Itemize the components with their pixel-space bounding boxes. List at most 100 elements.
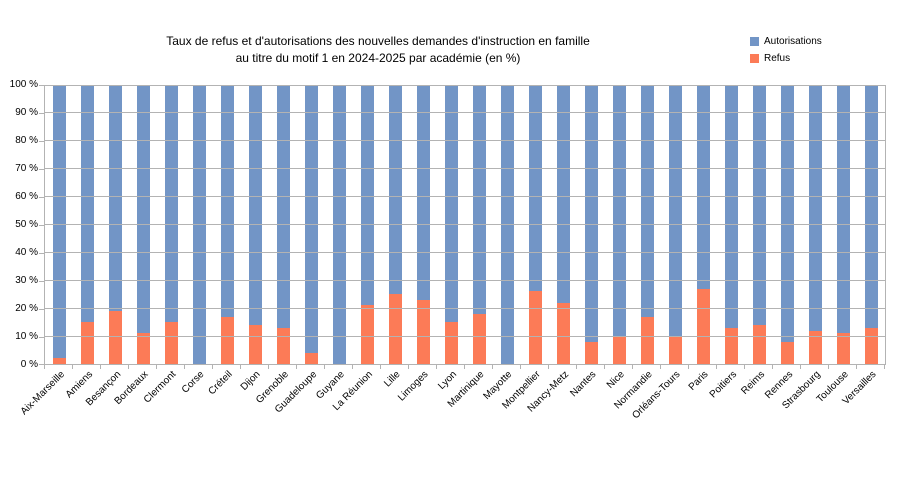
segment-refus — [472, 313, 486, 364]
bar-slot-Guadeloupe — [297, 85, 325, 364]
segment-refus — [304, 352, 318, 364]
legend-swatch-refus — [750, 54, 759, 63]
x-tick — [212, 364, 213, 369]
segment-autorisations — [108, 85, 122, 311]
segment-autorisations — [696, 85, 710, 289]
segment-refus — [52, 358, 66, 364]
bar-slot-Martinique — [465, 85, 493, 364]
gridline-100 — [45, 85, 885, 86]
segment-autorisations — [808, 85, 822, 331]
bar-slot-Aix-Marseille — [45, 85, 73, 364]
x-tick — [603, 364, 605, 369]
segment-autorisations — [444, 85, 458, 323]
x-tick — [548, 364, 549, 369]
x-label-slot: Nantes — [569, 365, 605, 425]
y-tick — [39, 309, 45, 310]
x-axis-label-Lyon: Lyon — [435, 369, 459, 392]
segment-autorisations — [304, 85, 318, 353]
bar-slot-Nantes — [577, 85, 605, 364]
x-tick — [380, 364, 381, 369]
y-axis-label: 70 % — [15, 163, 38, 174]
y-tick — [39, 364, 45, 365]
x-tick — [688, 364, 689, 369]
bar-slot-Bordeaux — [129, 85, 157, 364]
x-tick — [44, 364, 45, 369]
stacked-bar-Guadeloupe — [304, 85, 318, 364]
segment-autorisations — [584, 85, 598, 342]
bars-container — [45, 85, 885, 364]
bar-slot-Besançon — [101, 85, 129, 364]
bar-slot-Créteil — [213, 85, 241, 364]
y-axis-label: 90 % — [15, 107, 38, 118]
segment-autorisations — [472, 85, 486, 314]
segment-autorisations — [248, 85, 262, 325]
segment-refus — [864, 327, 878, 364]
bar-slot-Clermont — [157, 85, 185, 364]
x-label-slot: Poitiers — [707, 365, 745, 425]
gridline-50 — [45, 224, 885, 225]
stacked-bar-Lille — [388, 85, 402, 364]
x-axis-labels: Aix-Marseille Amiens Besançon Bordeaux Clerm… — [19, 365, 885, 425]
y-tick — [39, 197, 45, 198]
x-axis-label-Aix-Marseille: Aix-Marseille — [18, 369, 67, 418]
x-tick — [71, 364, 73, 369]
segment-autorisations — [528, 85, 542, 292]
bar-slot-Orléans-Tours — [661, 85, 689, 364]
y-tick — [39, 113, 45, 114]
segment-refus — [724, 327, 738, 364]
bar-slot-Normandie — [633, 85, 661, 364]
y-axis-label: 40 % — [15, 247, 38, 258]
gridline-80 — [45, 140, 885, 141]
y-tick — [39, 337, 45, 338]
x-tick — [632, 364, 633, 369]
segment-refus — [640, 316, 654, 364]
x-axis-label-Nice: Nice — [604, 369, 627, 391]
gridline-30 — [45, 280, 885, 281]
bar-slot-Montpellier — [521, 85, 549, 364]
segment-refus — [248, 324, 262, 364]
x-tick — [183, 364, 185, 369]
x-tick — [884, 364, 885, 369]
x-tick — [436, 364, 437, 369]
x-tick — [744, 364, 745, 369]
segment-refus — [444, 322, 458, 364]
chart-title: Taux de refus et d'autorisations des nou… — [55, 33, 701, 67]
x-tick — [576, 364, 577, 369]
x-tick — [464, 364, 465, 369]
legend: Autorisations Refus — [750, 36, 822, 70]
segment-autorisations — [220, 85, 234, 317]
segment-refus — [360, 305, 374, 364]
legend-label-refus: Refus — [764, 53, 791, 64]
x-tick — [491, 364, 493, 369]
segment-refus — [668, 336, 682, 364]
y-axis-label: 30 % — [15, 275, 38, 286]
segment-refus — [584, 341, 598, 364]
x-label-slot: Corse — [180, 365, 213, 425]
stacked-bar-Nantes — [584, 85, 598, 364]
stacked-bar-Bordeaux — [136, 85, 150, 364]
stacked-bar-Nice — [612, 85, 626, 364]
x-tick — [267, 364, 269, 369]
x-tick — [771, 364, 773, 369]
stacked-bar-Strasbourg — [808, 85, 822, 364]
segment-refus — [80, 322, 94, 364]
segment-autorisations — [416, 85, 430, 300]
y-axis-label: 100 % — [9, 79, 38, 90]
stacked-bar-Orléans-Tours — [668, 85, 682, 364]
bar-slot-Toulouse — [829, 85, 857, 364]
segment-autorisations — [164, 85, 178, 323]
x-tick — [800, 364, 801, 369]
x-tick — [296, 364, 297, 369]
segment-refus — [416, 299, 430, 364]
stacked-bar-Limoges — [416, 85, 430, 364]
stacked-bar-Lyon — [444, 85, 458, 364]
y-axis-label: 80 % — [15, 135, 38, 146]
segment-refus — [696, 288, 710, 364]
bar-slot-Strasbourg — [801, 85, 829, 364]
stacked-bar-Aix-Marseille — [52, 85, 66, 364]
x-tick — [99, 364, 101, 369]
x-tick — [323, 364, 325, 369]
stacked-bar-Besançon — [108, 85, 122, 364]
segment-autorisations — [780, 85, 794, 342]
stacked-bar-Montpellier — [528, 85, 542, 364]
